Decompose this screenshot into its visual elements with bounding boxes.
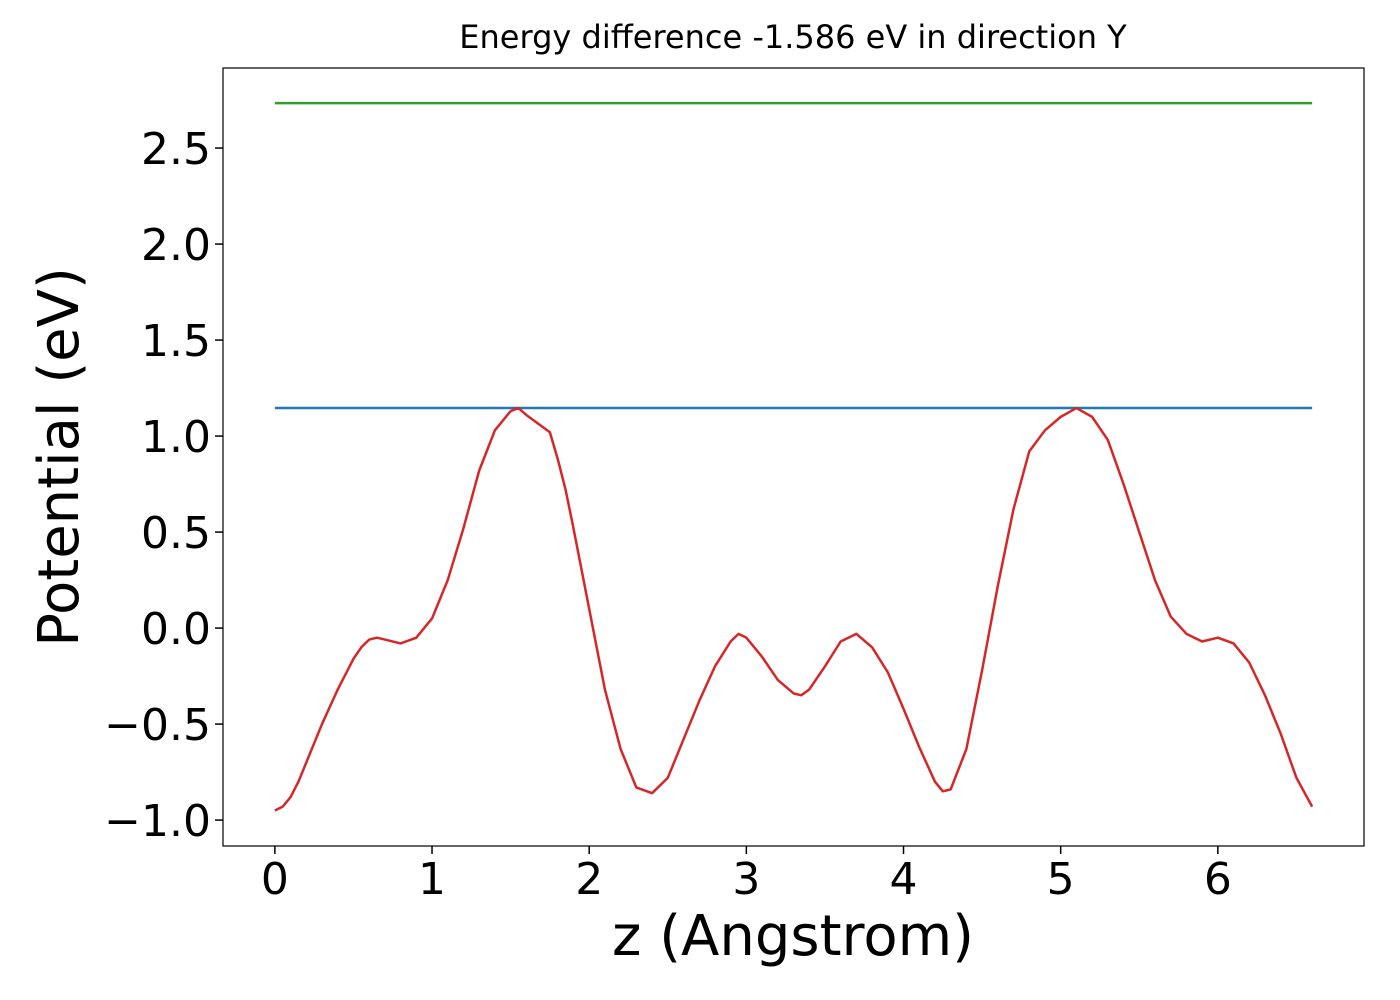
y-axis-label: Potential (eV) (27, 267, 92, 647)
x-tick-label: 4 (890, 854, 918, 905)
y-tick-label: 2.5 (141, 124, 211, 175)
chart-title: Energy difference -1.586 eV in direction… (459, 18, 1127, 56)
plot-frame (222, 67, 1365, 847)
y-tick-label: −0.5 (104, 700, 211, 751)
line-series (274, 406, 1314, 812)
x-tick-label: 5 (1047, 854, 1075, 905)
y-tick-label: 2.0 (141, 220, 211, 271)
x-tick-label: 6 (1204, 854, 1232, 905)
y-tick-label: −1.0 (104, 796, 211, 847)
x-tick-label: 1 (418, 854, 446, 905)
y-tick-label: 1.0 (141, 412, 211, 463)
y-tick-label: 0.5 (141, 508, 211, 559)
x-tick-label: 3 (732, 854, 760, 905)
x-tick-label: 0 (261, 854, 289, 905)
y-tick-label: 1.5 (141, 316, 211, 367)
x-tick-label: 2 (575, 854, 603, 905)
y-tick-label: 0.0 (141, 604, 211, 655)
x-axis-label: z (Angstrom) (612, 904, 974, 969)
